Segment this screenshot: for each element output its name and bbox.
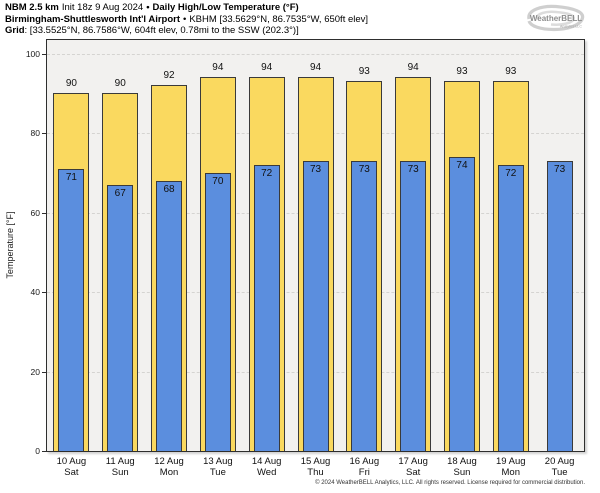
low-value-label: 67 [114,187,126,199]
high-value-label: 93 [505,66,517,78]
x-axis-day: Thu [307,467,324,478]
low-bar [302,160,329,451]
y-tick-mark [42,133,46,134]
model-name: NBM 2.5 km [5,2,59,13]
high-value-label: 94 [309,62,322,74]
x-axis-day: Mon [501,467,520,478]
x-axis-date: 10 Aug [56,456,87,467]
low-bar [546,160,573,451]
header-line-2: Birmingham-Shuttlesworth Int'l Airport • K… [5,14,368,26]
grid-detail: : [33.5525°N, 86.7586°W, 604ft elev, 0.7… [24,25,299,37]
swirl-icon [527,4,585,32]
x-axis-date: 11 Aug [105,456,135,467]
x-axis-label: 19 Aug Mon [486,456,535,478]
x-axis-date: 20 Aug [544,456,575,467]
x-axis-date: 12 Aug [154,456,184,467]
x-axis-label: 11 Aug Sun [96,456,145,478]
x-axis-label: 17 Aug Sat [389,456,438,478]
x-axis-label: 20 Aug Tue [535,456,584,478]
x-axis-day: Fri [358,467,370,478]
high-value-label: 90 [65,78,77,90]
logo-sub-text: Analytics LLC [560,25,582,29]
low-value-label: 72 [505,167,517,179]
x-axis-day: Wed [256,467,277,478]
low-bar [58,168,85,451]
init-time: Init 18z 9 Aug 2024 [61,2,144,13]
bullet-separator: • [146,2,150,13]
y-tick-label: 100 [25,49,40,59]
high-value-label: 92 [163,70,175,82]
high-value-label: 94 [212,62,224,74]
x-axis-label: 14 Aug Wed [242,456,291,478]
y-tick-mark [42,54,46,55]
y-tick-mark [42,213,46,214]
low-value-label: 72 [261,167,273,179]
x-axis-date: 17 Aug [398,456,428,467]
x-axis-label: 12 Aug Mon [145,456,194,478]
low-bar [253,164,280,451]
y-tick-label: 40 [30,287,40,297]
logo-brand-text: WeatherBELL [530,14,582,23]
x-axis-label: 18 Aug Sun [438,456,487,478]
y-tick-mark [42,292,46,293]
y-tick-label: 80 [30,128,40,138]
header-line-1: NBM 2.5 km Init 18z 9 Aug 2024 • Daily High… [5,2,368,14]
x-axis-day: Sat [64,467,79,478]
copyright-text: © 2024 WeatherBELL Analytics, LLC. All r… [315,480,585,486]
x-axis-day: Tue [551,467,568,478]
y-tick-mark [42,451,46,452]
header-line-3: Grid: [33.5525°N, 86.7586°W, 604ft elev,… [5,25,368,37]
y-tick-label: 20 [30,367,40,377]
low-value-label: 70 [212,175,224,187]
low-bar [204,172,231,451]
x-axis-date: 13 Aug [203,456,233,467]
low-value-label: 73 [309,163,322,175]
x-axis-day: Sun [453,467,471,478]
x-axis-label: 15 Aug Thu [291,456,340,478]
x-axis-day: Mon [159,467,179,478]
station-name: Birmingham-Shuttlesworth Int'l Airport [5,13,181,25]
station-detail: KBHM [33.5629°N, 86.7535°W, 650ft elev] [189,13,369,25]
bullet-separator: • [183,13,187,25]
plot-area: 90 71 90 67 92 68 94 70 94 72 94 73 93 73 94 73 93 74 93 72… [46,39,585,452]
grid-label: Grid [5,25,25,37]
chart-header: NBM 2.5 km Init 18z 9 Aug 2024 • Daily High… [5,2,368,37]
high-value-label: 90 [114,78,126,90]
low-bar [351,160,378,451]
x-axis-date: 14 Aug [251,456,282,467]
low-bar [400,160,427,451]
low-value-label: 73 [554,163,566,175]
low-value-label: 68 [163,183,175,195]
low-bar [448,156,475,451]
x-axis-date: 15 Aug [300,456,331,467]
x-axis-label: 16 Aug Fri [340,456,389,478]
y-tick-label: 0 [35,446,40,456]
low-bar [156,180,183,451]
low-value-label: 73 [407,163,419,175]
high-value-label: 94 [407,62,419,74]
weatherbell-logo: WeatherBELL Analytics LLC [527,4,585,32]
high-value-label: 93 [358,66,370,78]
x-axis-date: 16 Aug [349,456,380,467]
high-value-label: 93 [456,66,468,78]
low-value-label: 71 [65,171,77,183]
y-tick-label: 60 [30,208,40,218]
x-axis-label: 10 Aug Sat [47,456,96,478]
low-value-label: 73 [358,163,370,175]
x-axis-day: Sun [111,467,129,478]
low-bar [497,164,524,451]
high-value-label: 94 [261,62,273,74]
low-bar [107,184,134,451]
x-axis-day: Tue [209,467,226,478]
x-axis-day: Sat [405,467,421,478]
x-axis-label: 13 Aug Tue [193,456,242,478]
x-axis-date: 19 Aug [495,456,526,467]
chart-title: Daily High/Low Temperature (°F) [152,2,299,13]
y-tick-mark [42,372,46,373]
gridline-100 [47,54,584,55]
x-axis-date: 18 Aug [447,456,477,467]
low-value-label: 74 [456,159,468,171]
